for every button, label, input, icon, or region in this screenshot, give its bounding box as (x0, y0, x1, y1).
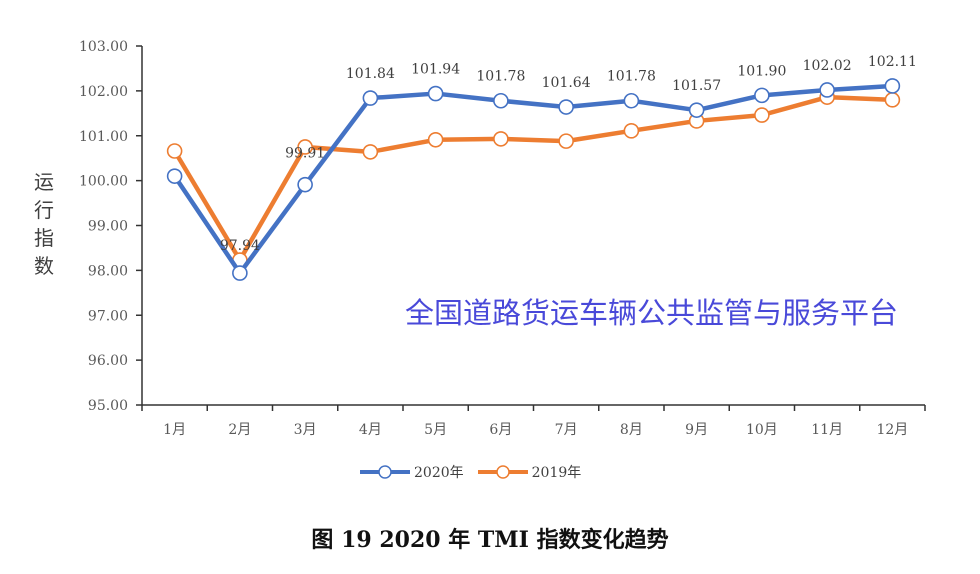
data-label: 101.64 (542, 75, 591, 91)
x-tick-label: 11月 (811, 422, 843, 438)
data-label: 101.90 (737, 63, 786, 79)
data-point-2019年 (427, 131, 444, 148)
x-tick-label: 5月 (424, 422, 447, 438)
data-point-2019年 (623, 123, 640, 139)
legend: 2020年 2019年 (360, 462, 581, 482)
data-point-2019年 (558, 133, 574, 149)
series-line-2020年 (172, 83, 893, 276)
data-point-2020年 (754, 87, 770, 104)
data-point-2020年 (558, 99, 574, 115)
x-tick-label: 2月 (228, 422, 251, 438)
x-tick-label: 8月 (620, 422, 643, 438)
y-tick-label: 100.00 (79, 174, 128, 190)
data-label: 101.84 (346, 66, 395, 82)
data-label: 101.94 (411, 62, 460, 78)
data-point-2019年 (297, 139, 313, 155)
data-point-2019年 (754, 107, 770, 123)
data-point-2020年 (884, 78, 901, 94)
x-tick-label: 7月 (555, 422, 578, 438)
y-tick-label: 97.00 (88, 308, 128, 324)
x-tick-label: 12月 (876, 422, 908, 438)
legend-item-2019: 2019年 (477, 462, 582, 482)
legend-marker-2020 (360, 465, 410, 479)
data-label: 101.57 (672, 78, 721, 94)
series-line-2019年 (172, 94, 893, 263)
data-point-2019年 (493, 131, 509, 147)
x-tick-label: 9月 (685, 422, 708, 438)
y-tick-label: 102.00 (79, 84, 128, 100)
data-label: 97.94 (220, 238, 260, 254)
data-label: 102.02 (803, 58, 852, 74)
watermark: 全国道路货运车辆公共监管与服务平台 (405, 296, 899, 330)
data-point-2020年 (427, 85, 444, 102)
y-axis-label: 运行指数 (34, 170, 54, 278)
legend-label-2019: 2019年 (531, 465, 582, 481)
x-tick-label: 3月 (294, 422, 317, 438)
data-label: 102.11 (868, 54, 917, 70)
y-tick-label: 98.00 (88, 263, 128, 279)
x-tick-label: 1月 (163, 422, 186, 438)
x-tick-label: 6月 (489, 422, 512, 438)
figure-caption: 图 19 2020 年 TMI 指数变化趋势 (311, 527, 669, 553)
y-tick-label: 103.00 (79, 39, 128, 55)
legend-label-2020: 2020年 (414, 465, 464, 481)
data-point-2020年 (362, 90, 379, 106)
data-label: 99.91 (285, 146, 325, 162)
data-point-2019年 (884, 92, 901, 108)
data-point-2020年 (623, 92, 640, 109)
data-point-2020年 (232, 265, 248, 281)
data-label: 101.78 (476, 69, 525, 85)
data-label: 101.78 (607, 69, 656, 85)
data-point-2019年 (166, 143, 183, 159)
y-tick-label: 101.00 (79, 129, 128, 145)
x-tick-label: 4月 (359, 422, 382, 438)
data-point-2020年 (819, 82, 835, 98)
data-point-2019年 (362, 144, 379, 160)
data-point-2020年 (688, 102, 705, 118)
data-point-2020年 (166, 168, 183, 184)
legend-marker-2019 (477, 465, 528, 479)
legend-item-2020: 2020年 (360, 462, 464, 482)
data-point-2020年 (493, 92, 509, 109)
y-tick-label: 99.00 (88, 219, 128, 235)
data-point-2020年 (297, 176, 313, 193)
x-tick-label: 10月 (746, 422, 778, 438)
y-tick-label: 96.00 (88, 353, 128, 369)
y-tick-label: 95.00 (88, 398, 128, 414)
